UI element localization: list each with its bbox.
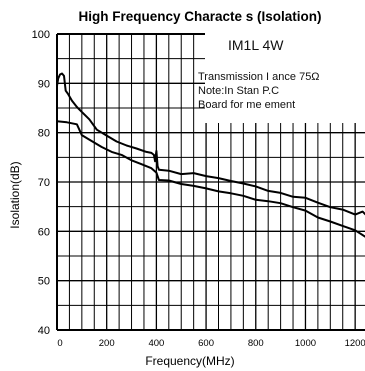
annotation-box [205, 30, 365, 123]
y-axis-label: Isolation(dB) [8, 161, 22, 228]
x-tick-label: 1200 [345, 338, 365, 349]
x-tick-label: 400 [148, 338, 164, 349]
series-group [56, 72, 365, 238]
annotation-model: IM1L 4W [228, 37, 284, 53]
annotation-note: Note:In Stan P.C [198, 85, 279, 97]
y-tick-label: 80 [38, 128, 50, 140]
chart-title: High Frequency Characte s (Isolation) [78, 9, 321, 24]
x-tick-label: 0 [57, 338, 62, 349]
x-tick-label: 800 [248, 338, 264, 349]
x-axis-label: Frequency(MHz) [145, 354, 234, 368]
annotation-impedance: Transmission I ance 75Ω [198, 71, 320, 83]
series-line-1 [56, 72, 365, 216]
annotation-board: Board for me ement [198, 99, 295, 111]
x-tick-label: 200 [99, 338, 115, 349]
y-tick-label: 40 [38, 325, 50, 337]
y-tick-label: 50 [38, 276, 50, 288]
y-tick-label: 100 [32, 29, 50, 41]
x-tick-label: 600 [198, 338, 214, 349]
series-line-2 [56, 120, 365, 238]
x-tick-label: 1000 [295, 338, 316, 349]
y-tick-label: 60 [38, 226, 50, 238]
y-tick-label: 70 [38, 177, 50, 189]
y-tick-label: 90 [38, 78, 50, 90]
page-curl-mask [345, 0, 365, 170]
